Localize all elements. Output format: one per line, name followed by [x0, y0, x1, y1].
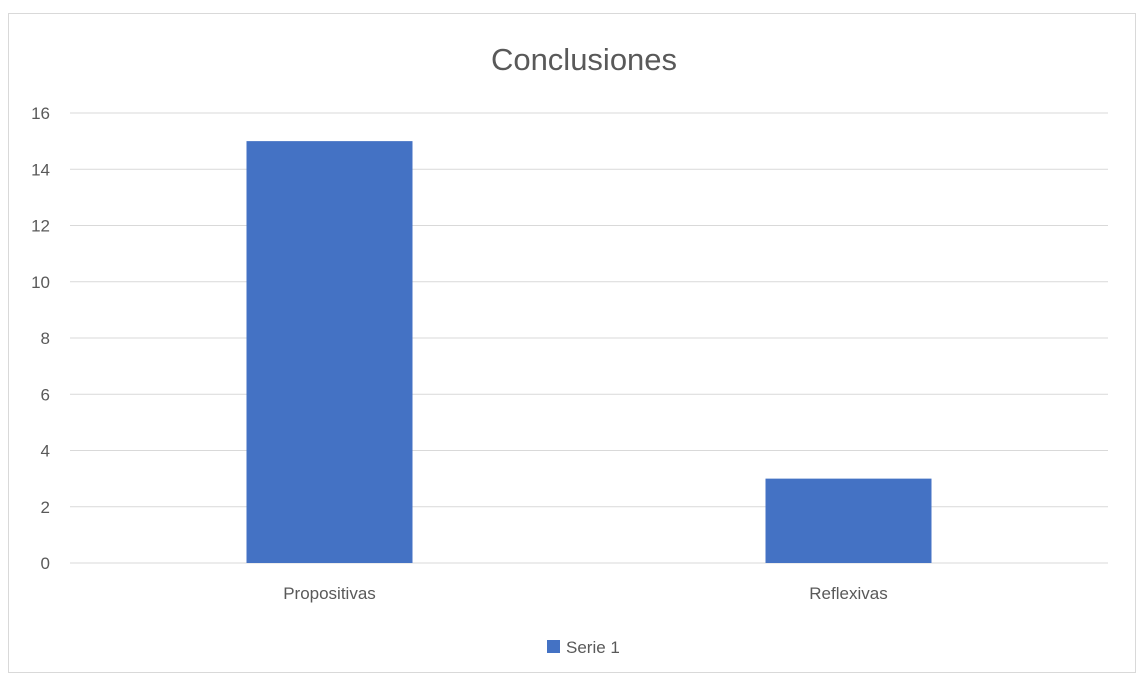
- legend: Serie 1: [547, 638, 620, 657]
- y-axis-ticks: 0 2 4 6 8 10 12 14 16: [31, 104, 50, 573]
- y-tick-label: 16: [31, 104, 50, 123]
- legend-label: Serie 1: [566, 638, 620, 657]
- y-tick-label: 8: [41, 329, 50, 348]
- chart-title: Conclusiones: [491, 42, 677, 77]
- gridlines: [70, 112, 1108, 564]
- y-tick-label: 4: [41, 442, 50, 461]
- bar-propositivas: [246, 141, 413, 563]
- y-tick-label: 12: [31, 217, 50, 236]
- x-category-label: Propositivas: [283, 584, 376, 603]
- x-category-label: Reflexivas: [809, 584, 887, 603]
- y-tick-label: 0: [41, 554, 50, 573]
- bar-reflexivas: [765, 478, 932, 563]
- y-tick-label: 14: [31, 160, 50, 179]
- y-tick-label: 10: [31, 273, 50, 292]
- y-tick-label: 6: [41, 385, 50, 404]
- bars: [246, 141, 932, 563]
- x-axis-labels: Propositivas Reflexivas: [283, 584, 888, 603]
- y-tick-label: 2: [41, 498, 50, 517]
- legend-swatch: [547, 640, 560, 653]
